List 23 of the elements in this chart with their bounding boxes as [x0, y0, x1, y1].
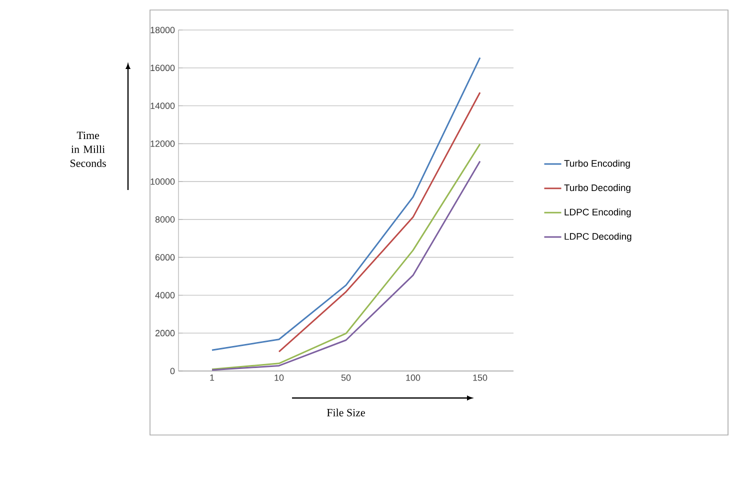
- y-tick-label: 0: [170, 368, 175, 374]
- x-tick-label: 1: [210, 374, 214, 381]
- x-tick-label: 100: [406, 374, 420, 381]
- legend-label: LDPC Encoding: [564, 208, 631, 218]
- y-tick-label: 18000: [150, 26, 175, 34]
- y-axis-title: Time in Milli Seconds: [70, 132, 106, 167]
- legend-label: Turbo Encoding: [564, 160, 630, 169]
- y-tick-label: 6000: [155, 254, 175, 261]
- x-tick-label: 150: [473, 374, 488, 381]
- y-tick-label: 10000: [150, 178, 175, 185]
- y-tick-label: 8000: [155, 216, 175, 223]
- y-tick-label: 12000: [150, 140, 175, 147]
- y-tick-label: 4000: [155, 292, 175, 298]
- x-tick-label: 50: [341, 374, 351, 381]
- x-tick-label: 10: [274, 374, 284, 381]
- y-tick-label: 2000: [155, 330, 175, 336]
- y-tick-label: 14000: [150, 102, 175, 109]
- x-axis-title: File Size: [326, 408, 365, 416]
- legend-label: Turbo Decoding: [564, 184, 630, 193]
- line-series: [211, 56, 481, 351]
- y-tick-label: 16000: [150, 64, 175, 72]
- legend-label: LDPC Decoding: [564, 232, 632, 242]
- line-series: [278, 92, 481, 352]
